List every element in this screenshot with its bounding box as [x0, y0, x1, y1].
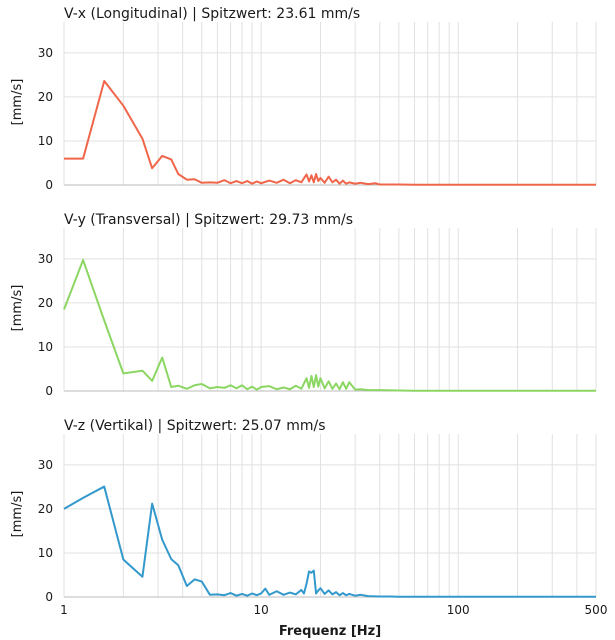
panel-vz-title: V-z (Vertikal) | Spitzwert: 25.07 mm/s	[64, 418, 326, 434]
panel-vz: V-z (Vertikal) | Spitzwert: 25.07 mm/s […	[10, 418, 597, 604]
panel-vz-y-tick-label: 0	[45, 590, 53, 604]
panel-vx-y-ticks: 0 10 20 30	[38, 46, 53, 192]
x-axis-label: Frequenz [Hz]	[279, 624, 381, 639]
panel-vz-ylabel: [mm/s]	[10, 491, 25, 538]
panel-vy-y-tick-label: 20	[38, 296, 53, 310]
x-tick-label: 100	[447, 603, 470, 617]
x-axis-tick-labels: 1 10 100 500	[60, 603, 607, 617]
panel-vy-y-ticks: 0 10 20 30	[38, 252, 53, 398]
panel-vx: V-x (Longitudinal) | Spitzwert: 23.61 mm…	[10, 6, 597, 192]
x-tick-label: 10	[253, 603, 268, 617]
panel-vx-y-tick-label: 0	[45, 178, 53, 192]
panel-vy-series-line	[63, 259, 596, 392]
panel-vz-y-tick-label: 30	[38, 458, 53, 472]
panel-vy-y-tick-label: 10	[38, 340, 53, 354]
panel-vz-series-line	[63, 485, 596, 598]
panel-vz-y-tick-label: 20	[38, 502, 53, 516]
panel-vz-y-ticks: 0 10 20 30	[38, 458, 53, 604]
panel-vx-ylabel: [mm/s]	[10, 79, 25, 126]
panel-vx-series-line	[64, 79, 596, 186]
panel-vy-title: V-y (Transversal) | Spitzwert: 29.73 mm/…	[64, 212, 353, 228]
panel-vy-ylabel: [mm/s]	[10, 285, 25, 332]
panel-vy-grid	[63, 228, 597, 391]
panel-vy-y-tick-label: 30	[38, 252, 53, 266]
panel-vy-y-tick-label: 0	[45, 384, 53, 398]
panel-vx-y-tick-label: 30	[38, 46, 53, 60]
x-tick-label: 500	[585, 603, 608, 617]
panel-vx-y-tick-label: 10	[38, 134, 53, 148]
panel-vx-grid	[63, 22, 597, 185]
panel-vx-y-tick-label: 20	[38, 90, 53, 104]
x-tick-label: 1	[60, 603, 68, 617]
panel-vz-y-tick-label: 10	[38, 546, 53, 560]
panel-vy: V-y (Transversal) | Spitzwert: 29.73 mm/…	[10, 212, 597, 398]
panel-vx-title: V-x (Longitudinal) | Spitzwert: 23.61 mm…	[64, 6, 360, 22]
